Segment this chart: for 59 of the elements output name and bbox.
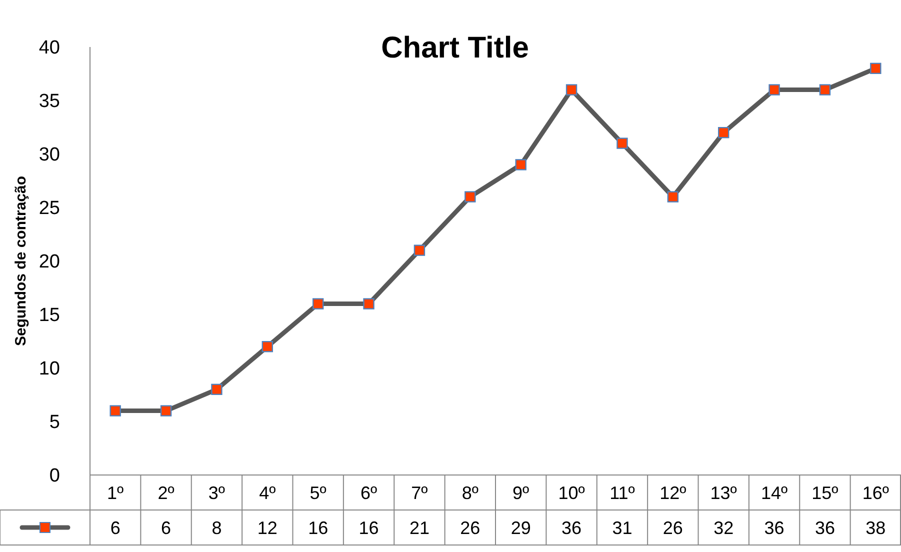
point [262,341,274,352]
x-tick-label: 6º [360,482,378,503]
data-label: 12 [257,518,278,538]
y-tick-label: 20 [38,252,60,273]
data-label: 8 [212,518,222,538]
point [819,84,831,96]
data-label: 32 [714,518,734,538]
x-tick-label: 12º [660,482,687,503]
x-tick-label: 9º [512,482,530,503]
y-tick-label: 10 [38,358,60,380]
point [363,298,374,310]
point [464,191,476,202]
x-tick-label: 16º [862,482,890,503]
x-tick-label: 1º [107,482,124,503]
data-label: 6 [161,518,172,538]
data-label: 36 [814,518,835,538]
data-label: 16 [308,518,328,538]
data-label: 31 [612,518,632,538]
y-tick-label: 0 [49,466,60,487]
point [110,405,121,416]
point [312,298,324,310]
x-tick-label: 11º [610,482,636,503]
y-tick-label: 5 [49,412,60,434]
y-tick-label: 40 [38,38,60,59]
data-label: 38 [866,518,886,538]
y-tick-label: 25 [38,198,60,220]
x-tick-label: 15º [812,482,839,503]
data-label: 26 [662,518,683,538]
point [616,138,628,149]
point [160,405,172,416]
data-label: 21 [409,518,430,538]
x-tick-label: 5º [310,482,327,503]
data-label: 36 [562,518,582,538]
x-tick-label: 2º [158,482,175,503]
point [667,191,679,202]
data-label: 6 [110,518,120,538]
point [414,244,426,256]
point [211,384,222,395]
x-tick-label: 8º [462,482,479,503]
data-label: 16 [358,518,379,538]
chart-title: Chart Title [381,32,529,64]
point [718,127,730,138]
y-tick-label: 35 [38,91,60,112]
y-tick-label: 15 [38,305,60,326]
x-tick-label: 14º [760,482,788,503]
x-tick-label: 13º [710,482,738,503]
x-tick-label: 7º [411,482,428,503]
point [768,84,780,96]
data-label: 36 [764,518,784,538]
data-label: 26 [460,518,480,538]
point [566,84,578,96]
point [515,159,526,170]
x-tick-label: 3º [208,482,226,503]
x-tick-label: 4º [259,482,276,503]
point [870,62,882,74]
data-label: 29 [510,518,531,538]
x-tick-label: 10º [558,482,586,503]
y-tick-label: 30 [38,144,60,166]
y-axis-title: Segundos de contração [12,176,30,346]
